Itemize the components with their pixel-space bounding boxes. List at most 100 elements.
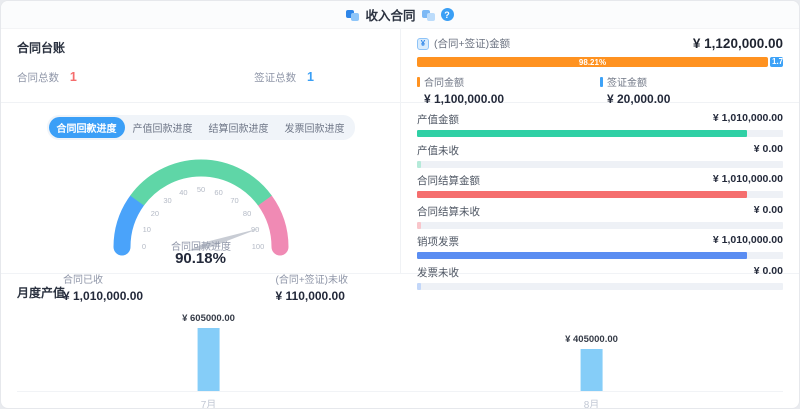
bar-july[interactable] (197, 328, 220, 391)
amount-stacked-bar: 98.21% 1.79% (417, 57, 783, 67)
gauge-tick-60: 60 (214, 188, 222, 197)
monthly-bar-chart: ¥ 605000.00 ¥ 405000.00 (17, 307, 783, 392)
total-amount-panel: ¥ (合同+签证)金额 ¥ 1,120,000.00 98.21% 1.79% … (401, 29, 799, 106)
squares-icon (346, 8, 360, 21)
metric-value: ¥ 0.00 (753, 142, 783, 155)
received-stat: 合同已收 ¥ 1,010,000.00 (63, 271, 143, 303)
gauge-tick-50: 50 (196, 185, 204, 194)
gauge-tick-40: 40 (179, 188, 187, 197)
metric-track (417, 130, 783, 137)
right-column: ¥ (合同+签证)金额 ¥ 1,120,000.00 98.21% 1.79% … (401, 29, 799, 290)
gauge-tick-100: 100 (251, 242, 264, 251)
gauge-tick-80: 80 (242, 209, 250, 218)
gauge-stats: 合同已收 ¥ 1,010,000.00 (合同+签证)未收 ¥ 110,000.… (1, 267, 400, 303)
visa-amount-label: 签证金额 (607, 78, 647, 89)
metric-value: ¥ 1,010,000.00 (712, 112, 783, 124)
metric-track (417, 252, 783, 259)
metric-bar (417, 282, 422, 290)
metric-value: ¥ 1,010,000.00 (712, 173, 783, 185)
contract-amount-legend: 合同金额 ¥ 1,100,000.00 (417, 74, 600, 106)
monthly-output-panel: 月度产值 ¥ 605000.00 ¥ 405000.00 7月 8月 (1, 273, 799, 409)
total-amount-label: (合同+签证)金额 (434, 38, 511, 50)
bar-august[interactable] (580, 349, 603, 391)
bar-group-august: ¥ 405000.00 (565, 334, 618, 391)
metric-output-unreceived: 产值未收 ¥ 0.00 (417, 143, 783, 168)
metric-output-invoice: 销项发票 ¥ 1,010,000.00 (417, 234, 783, 259)
ledger-stats: 合同总数 1 签证总数 1 (17, 70, 384, 85)
metric-bar (417, 160, 422, 168)
month-label-july: 7月 (200, 400, 217, 409)
tab-invoice-progress[interactable]: 发票回款进度 (284, 124, 345, 135)
page-title: 收入合同 (365, 9, 416, 23)
monthly-output-title: 月度产值 (17, 286, 66, 300)
metric-value: ¥ 0.00 (753, 203, 783, 216)
visa-amount-value: ¥ 20,000.00 (607, 92, 671, 106)
collection-progress-panel: 合同回款进度 产值回款进度 结算回款进度 发票回款进度 0 10 20 30 4… (1, 103, 400, 303)
total-amount-value: ¥ 1,120,000.00 (692, 36, 783, 51)
gauge-tick-10: 10 (142, 225, 150, 234)
tab-output-progress[interactable]: 产值回款进度 (132, 124, 193, 135)
visa-count-label: 签证总数 (254, 72, 297, 84)
unreceived-value: ¥ 110,000.00 (275, 289, 345, 303)
metric-value: ¥ 1,010,000.00 (712, 234, 783, 246)
bar-value-july: ¥ 605000.00 (182, 313, 235, 324)
left-column: 合同台账 合同总数 1 签证总数 1 合同回款进度 产值回款进度 结算回 (1, 29, 401, 303)
contract-count-label: 合同总数 (17, 72, 59, 84)
contract-amount-value: ¥ 1,100,000.00 (424, 92, 505, 106)
metric-label: 销项发票 (417, 236, 459, 248)
gauge-tick-0: 0 (141, 242, 145, 251)
metric-label: 发票未收 (417, 266, 459, 279)
gauge-band-mid (129, 159, 272, 206)
metric-track (417, 282, 783, 290)
gauge-tick-70: 70 (230, 196, 238, 205)
metric-label: 产值未收 (417, 144, 459, 157)
metric-output-amount: 产值金额 ¥ 1,010,000.00 (417, 112, 783, 137)
main-panels: 合同台账 合同总数 1 签证总数 1 合同回款进度 产值回款进度 结算回 (1, 29, 799, 303)
metric-bar (417, 130, 748, 137)
gauge-tick-30: 30 (163, 196, 171, 205)
contract-amount-marker (417, 76, 420, 87)
visa-amount-bar: 1.79% (770, 57, 783, 67)
gauge-chart: 0 10 20 30 40 50 60 70 80 90 100 合同回款进度 (113, 159, 288, 256)
visa-amount-legend: 签证金额 ¥ 20,000.00 (600, 74, 783, 106)
metric-track (417, 160, 783, 168)
metric-invoice-unreceived: 发票未收 ¥ 0.00 (417, 265, 783, 290)
metrics-list: 产值金额 ¥ 1,010,000.00 产值未收 ¥ 0.00 合同结算金额 ¥ 1,… (401, 103, 799, 290)
amount-legend: 合同金额 ¥ 1,100,000.00 签证金额 ¥ 20,000.00 (417, 74, 783, 106)
metric-label: 产值金额 (417, 114, 459, 126)
month-axis: 7月 8月 (17, 392, 783, 409)
received-value: ¥ 1,010,000.00 (63, 289, 144, 303)
bar-value-august: ¥ 405000.00 (565, 334, 618, 345)
progress-tabs: 合同回款进度 产值回款进度 结算回款进度 发票回款进度 (46, 115, 355, 140)
gauge-tick-20: 20 (150, 209, 158, 218)
contract-count-value: 1 (69, 70, 77, 84)
help-icon[interactable]: ? (440, 8, 454, 21)
amount-icon: ¥ (417, 37, 429, 50)
contract-amount-label: 合同金额 (424, 78, 464, 89)
metric-settlement-unreceived: 合同结算未收 ¥ 0.00 (417, 204, 783, 229)
gauge-band-low (113, 192, 146, 256)
tab-contract-progress[interactable]: 合同回款进度 (48, 117, 125, 138)
visa-amount-marker (600, 76, 603, 87)
metric-value: ¥ 0.00 (753, 264, 783, 277)
gauge-percentage: 90.18% (175, 250, 226, 267)
bar-group-july: ¥ 605000.00 (182, 313, 235, 391)
header: 收入合同 ? (1, 1, 799, 29)
gauge-caption: 合同回款进度 (171, 240, 231, 253)
metric-track (417, 191, 783, 198)
metric-label: 合同结算未收 (417, 205, 480, 218)
tab-settlement-progress[interactable]: 结算回款进度 (208, 124, 269, 135)
metric-bar (417, 221, 422, 229)
metric-label: 合同结算金额 (417, 175, 480, 187)
metric-bar (417, 252, 748, 259)
squares-lite-icon (421, 8, 435, 21)
gauge-needle (187, 228, 260, 252)
contract-count: 合同总数 1 (17, 70, 77, 85)
metric-track (417, 221, 783, 229)
visa-count: 签证总数 1 (254, 70, 314, 85)
visa-count-value: 1 (307, 70, 314, 84)
gauge-band-high (255, 192, 288, 256)
unreceived-stat: (合同+签证)未收 ¥ 110,000.00 (276, 271, 349, 303)
unreceived-label: (合同+签证)未收 (275, 275, 349, 286)
metric-bar (417, 191, 748, 198)
